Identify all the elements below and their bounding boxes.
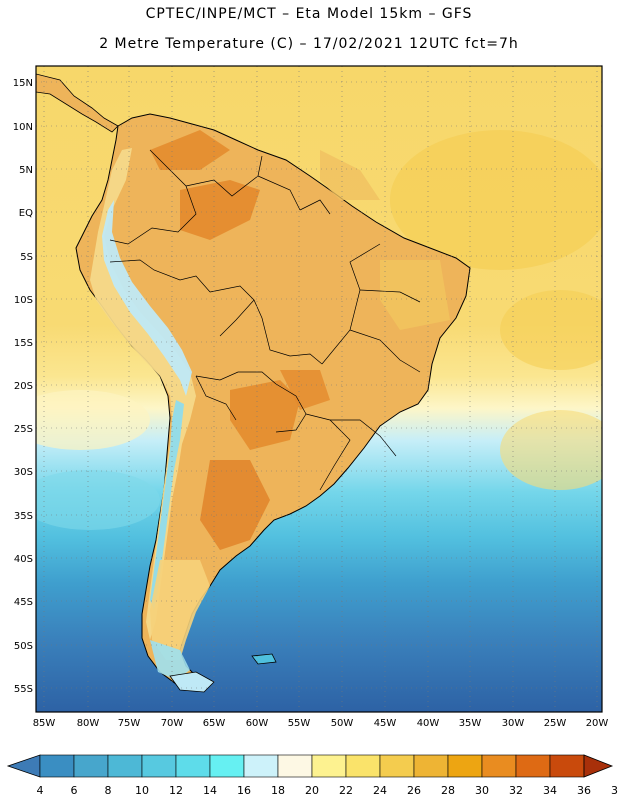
colorbar-tick-label: 36 <box>577 784 591 797</box>
falkland-islands-land <box>251 653 277 665</box>
colorbar-tick-label: 14 <box>203 784 217 797</box>
lat-label: 40S <box>14 554 33 565</box>
colorbar-swatch <box>379 754 415 778</box>
lat-label: 10S <box>14 295 33 306</box>
colorbar-swatch <box>311 754 347 778</box>
lat-label: 20S <box>14 381 33 392</box>
lon-label: 45W <box>374 718 397 729</box>
colorbar-swatch <box>73 754 109 778</box>
lon-label: 70W <box>161 718 184 729</box>
chart-title-line-2: 2 Metre Temperature (C) – 17/02/2021 12U… <box>99 36 519 52</box>
lon-label: 60W <box>246 718 269 729</box>
colorbar-tick-label: 30 <box>475 784 489 797</box>
colorbar-tick-label: 26 <box>407 784 421 797</box>
chart-title-line-1: CPTEC/INPE/MCT – Eta Model 15km – GFS <box>145 6 473 22</box>
lat-label: 45S <box>14 597 33 608</box>
lat-label: 30S <box>14 467 33 478</box>
central-america-land <box>36 73 119 133</box>
lat-label: 5N <box>19 165 33 176</box>
lat-label: 10N <box>13 122 33 133</box>
lon-label: 80W <box>77 718 100 729</box>
colorbar-tick-label: 24 <box>373 784 387 797</box>
andes-mountains <box>90 148 196 640</box>
map-frame <box>35 65 603 713</box>
lon-label: 55W <box>288 718 311 729</box>
colorbar-tick-label: 38 <box>611 784 618 797</box>
lat-label: 5S <box>20 252 33 263</box>
colorbar-swatch <box>549 754 585 778</box>
lat-label: 25S <box>14 424 33 435</box>
colorbar-swatch <box>243 754 279 778</box>
lon-label: 35W <box>459 718 482 729</box>
lon-label: 20W <box>586 718 609 729</box>
country-borders <box>109 149 421 491</box>
lon-label: 65W <box>203 718 226 729</box>
colorbar-high-arrow <box>583 754 614 778</box>
lat-label: 15N <box>13 78 33 89</box>
colorbar-tick-label: 6 <box>70 784 78 797</box>
colorbar-tick-label: 22 <box>339 784 353 797</box>
colorbar-swatch <box>175 754 211 778</box>
map-area <box>36 66 602 712</box>
colorbar-tick-label: 32 <box>509 784 523 797</box>
lon-label: 30W <box>502 718 525 729</box>
colorbar-tick-label: 28 <box>441 784 455 797</box>
colorbar-swatch <box>413 754 449 778</box>
colorbar-swatch <box>141 754 177 778</box>
lat-label: EQ <box>19 208 33 219</box>
lat-label: 50S <box>14 641 33 652</box>
lon-label: 85W <box>33 718 56 729</box>
colorbar-swatch <box>209 754 245 778</box>
lon-label: 40W <box>417 718 440 729</box>
colorbar-tick-label: 4 <box>36 784 44 797</box>
colorbar-swatch <box>515 754 551 778</box>
lon-label: 50W <box>331 718 354 729</box>
colorbar-tick-label: 8 <box>104 784 112 797</box>
tierra-del-fuego-land <box>169 671 215 693</box>
colorbar-tick-label: 16 <box>237 784 251 797</box>
colorbar-swatch <box>107 754 143 778</box>
colorbar-low-arrow <box>6 754 41 778</box>
colorbar-tick-label: 10 <box>135 784 149 797</box>
lon-label: 25W <box>544 718 567 729</box>
colorbar <box>6 754 614 778</box>
colorbar-swatch <box>277 754 313 778</box>
colorbar-swatch <box>447 754 483 778</box>
colorbar-tick-label: 20 <box>305 784 319 797</box>
lat-label: 15S <box>14 338 33 349</box>
lat-label: 35S <box>14 511 33 522</box>
lat-label: 55S <box>14 684 33 695</box>
colorbar-swatch <box>39 754 75 778</box>
colorbar-tick-label: 12 <box>169 784 183 797</box>
lon-label: 75W <box>118 718 141 729</box>
colorbar-swatch <box>345 754 381 778</box>
colorbar-tick-label: 34 <box>543 784 557 797</box>
colorbar-swatch <box>481 754 517 778</box>
colorbar-tick-label: 18 <box>271 784 285 797</box>
